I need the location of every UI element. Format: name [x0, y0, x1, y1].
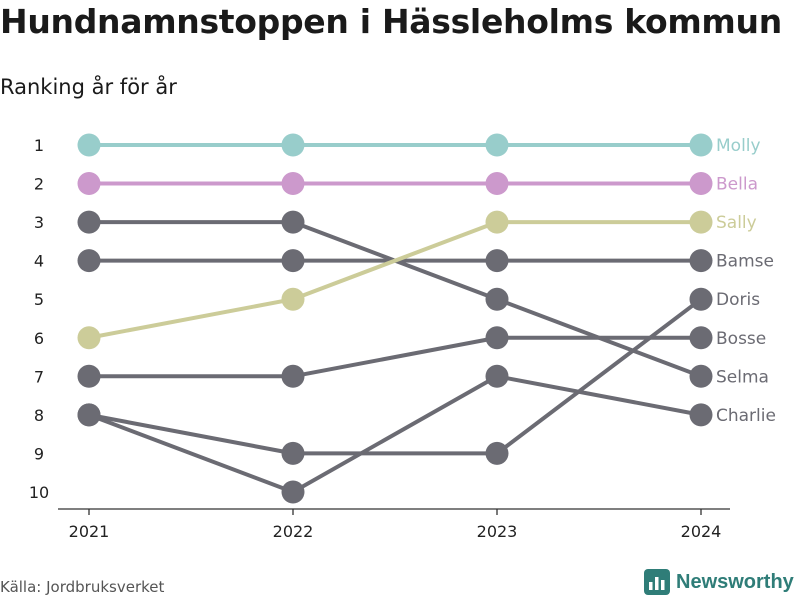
x-tick-label: 2023	[477, 522, 518, 541]
data-point-selma	[485, 287, 509, 311]
chart-subtitle: Ranking år för år	[0, 75, 177, 99]
x-tick-label: 2024	[681, 522, 722, 541]
y-tick-label: 6	[34, 329, 44, 348]
data-point-charlie	[485, 364, 509, 388]
y-tick-label: 7	[34, 367, 44, 386]
series-label-charlie: Charlie	[716, 406, 776, 426]
bar-chart-logo-icon	[644, 569, 670, 595]
series-line-sally	[88, 220, 701, 340]
y-tick-label: 2	[34, 175, 44, 194]
data-point-doris	[485, 441, 509, 465]
y-tick-label: 1	[34, 136, 44, 155]
y-tick-label: 3	[34, 213, 44, 232]
x-tick-label: 2021	[69, 522, 110, 541]
y-tick-label: 5	[34, 290, 44, 309]
data-point-selma	[281, 210, 305, 234]
data-point-sally	[485, 210, 509, 234]
series-label-doris: Doris	[716, 290, 760, 310]
data-point-bamse	[281, 249, 305, 273]
series-label-bosse: Bosse	[716, 329, 766, 349]
data-point-sally	[689, 210, 713, 234]
data-point-charlie	[77, 403, 101, 427]
data-point-molly	[77, 133, 101, 157]
x-tick-label: 2022	[273, 522, 314, 541]
data-point-bosse	[689, 326, 713, 350]
series-label-sally: Sally	[716, 213, 757, 233]
data-point-bosse	[281, 364, 305, 388]
series-line-charlie	[88, 374, 702, 494]
series-label-bamse: Bamse	[716, 252, 774, 272]
series-line-selma	[89, 220, 702, 379]
data-point-doris	[689, 287, 713, 311]
series-line-doris	[88, 297, 703, 456]
data-point-sally	[77, 326, 101, 350]
data-point-bosse	[77, 364, 101, 388]
data-point-bella	[281, 172, 305, 196]
y-tick-label: 9	[34, 444, 44, 463]
data-point-doris	[281, 441, 305, 465]
chart-title: Hundnamnstoppen i Hässleholms kommun	[0, 2, 782, 41]
data-point-selma	[77, 210, 101, 234]
brand-logo: Newsworthy	[644, 569, 794, 595]
source-note: Källa: Jordbruksverket	[0, 578, 165, 596]
series-label-selma: Selma	[716, 367, 769, 387]
data-point-selma	[689, 364, 713, 388]
data-point-bella	[77, 172, 101, 196]
series-label-bella: Bella	[716, 175, 758, 195]
data-point-sally	[281, 287, 305, 311]
series-label-molly: Molly	[716, 136, 761, 156]
y-tick-label: 4	[34, 252, 44, 271]
data-point-molly	[689, 133, 713, 157]
data-point-molly	[281, 133, 305, 157]
y-tick-label: 10	[29, 483, 49, 502]
data-point-bella	[689, 172, 713, 196]
data-point-charlie	[281, 480, 305, 504]
data-point-bamse	[77, 249, 101, 273]
data-point-bamse	[689, 249, 713, 273]
data-point-bosse	[485, 326, 509, 350]
data-point-molly	[485, 133, 509, 157]
data-point-bamse	[485, 249, 509, 273]
data-point-bella	[485, 172, 509, 196]
data-point-charlie	[689, 403, 713, 427]
y-tick-label: 8	[34, 406, 44, 425]
brand-name: Newsworthy	[676, 570, 794, 593]
